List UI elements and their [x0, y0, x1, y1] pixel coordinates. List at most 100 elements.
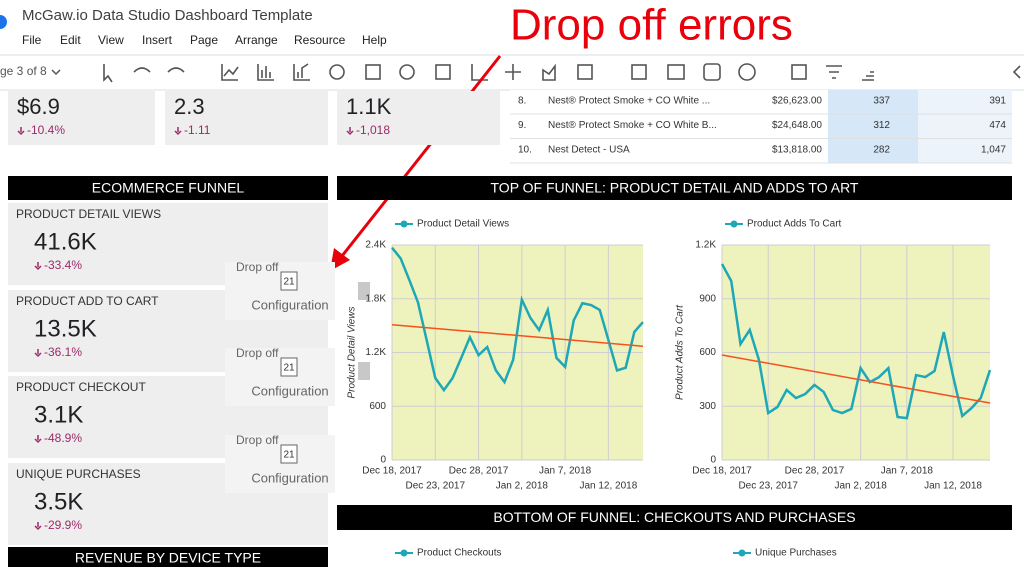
- scorecard-change: -1.11: [184, 123, 211, 137]
- line-chart: 0 600 1.2K 1.8K 2.4K Dec 18, 2017 Dec 23, 2017…: [347, 219, 644, 492]
- collapse-panel[interactable]: [1012, 65, 1021, 79]
- table-cell: 10.: [518, 145, 532, 156]
- x-tick-label: Dec 18, 2017: [362, 466, 422, 477]
- menu-item[interactable]: Help: [362, 33, 387, 47]
- toolbar-icons[interactable]: [103, 63, 1021, 83]
- scorecard: [337, 91, 500, 145]
- dropoff-label: Drop off: [236, 433, 279, 447]
- table-cell: 282: [873, 145, 890, 156]
- app-logo: [0, 15, 7, 29]
- down-arrow: [174, 127, 182, 136]
- trend-line: [721, 354, 991, 404]
- scorecard-value: 2.3: [174, 94, 205, 119]
- select-tool[interactable]: [103, 64, 113, 83]
- filter-tool[interactable]: [826, 65, 842, 79]
- dropoff-widget[interactable]: [225, 435, 335, 493]
- funnel-value: 3.5K: [34, 488, 83, 515]
- scorecard-value: $6.9: [17, 94, 60, 119]
- down-arrow: [34, 349, 42, 358]
- page-dropdown[interactable]: [51, 69, 61, 76]
- y-tick-label: 0: [380, 455, 386, 466]
- x-tick-label: Jan 12, 2018: [579, 481, 637, 492]
- redo[interactable]: [167, 67, 185, 73]
- scrollbar: [358, 362, 370, 380]
- legend-label: Product Adds To Cart: [747, 219, 842, 230]
- time-series[interactable]: [221, 64, 239, 81]
- menu-item[interactable]: View: [98, 33, 124, 47]
- pie-chart[interactable]: [329, 64, 345, 80]
- menu-item[interactable]: Resource: [294, 33, 346, 47]
- funnel-label: UNIQUE PURCHASES: [16, 467, 141, 481]
- pivot-tool[interactable]: [577, 64, 593, 80]
- combo-chart[interactable]: [293, 63, 310, 81]
- funnel-change: -36.1%: [44, 345, 82, 359]
- scorecard: [165, 91, 328, 145]
- x-tick-label: Dec 18, 2017: [692, 466, 752, 477]
- x-tick-label: Dec 28, 2017: [449, 466, 509, 477]
- y-tick-label: 1.2K: [695, 240, 716, 251]
- funnel-change: -48.9%: [44, 431, 82, 445]
- dropoff-widget[interactable]: [225, 348, 335, 406]
- table-cell-bg: [828, 90, 918, 114]
- table-cell: $26,623.00: [772, 96, 822, 107]
- table-cell: 474: [989, 120, 1006, 131]
- rectangle-tool[interactable]: [703, 63, 721, 81]
- line-chart: 0 300 600 900 1.2K Dec 18, 2017 Dec 23, 2017 De…: [675, 219, 992, 492]
- table-cell: 1,047: [981, 145, 1006, 156]
- dropoff-label: Drop off: [236, 260, 279, 274]
- annotation-arrow: [340, 55, 502, 257]
- table-cell: Nest Detect - USA: [548, 145, 630, 156]
- legend-swatch: [400, 220, 408, 228]
- trend-line: [391, 323, 644, 347]
- y-tick-label: 1.2K: [365, 347, 386, 358]
- menu-item[interactable]: Insert: [142, 33, 173, 47]
- scorecard: [8, 91, 155, 145]
- section-title: TOP OF FUNNEL: PRODUCT DETAIL AND ADDS T…: [491, 180, 859, 196]
- menu-item[interactable]: Edit: [60, 33, 81, 47]
- dropoff-label: Drop off: [236, 346, 279, 360]
- y-axis-label: Product Adds To Cart: [675, 304, 686, 400]
- table-cell: 391: [989, 96, 1006, 107]
- dropoff-config: Configuration: [251, 383, 328, 398]
- x-tick-label: Jan 2, 2018: [834, 481, 887, 492]
- menu-item[interactable]: Page: [190, 33, 218, 47]
- undo[interactable]: [133, 67, 151, 73]
- table-cell: 8.: [518, 96, 526, 107]
- dropoff-icon-text: 21: [283, 363, 295, 374]
- section-header: [337, 176, 1012, 200]
- image-tool[interactable]: [667, 64, 685, 80]
- scorecard-value: 1.1K: [346, 94, 392, 119]
- scorecard-change: -1,018: [356, 123, 390, 137]
- section-title: ECOMMERCE FUNNEL: [92, 180, 245, 196]
- table-cell: 337: [873, 96, 890, 107]
- legend-swatch: [730, 220, 738, 228]
- circle-tool[interactable]: [738, 63, 756, 81]
- dropoff-widget[interactable]: [225, 262, 335, 320]
- y-tick-label: 300: [699, 401, 716, 412]
- menu-item[interactable]: Arrange: [235, 33, 278, 47]
- text-tool[interactable]: [631, 64, 647, 80]
- y-tick-label: 0: [710, 455, 716, 466]
- data-control-tool[interactable]: [862, 71, 874, 81]
- funnel-value: 41.6K: [34, 228, 97, 255]
- bullet-tool[interactable]: [505, 64, 521, 80]
- menu-item[interactable]: File: [22, 33, 42, 47]
- date-range-tool[interactable]: [791, 64, 807, 80]
- x-tick-label: Dec 23, 2017: [406, 481, 466, 492]
- bar-chart[interactable]: [257, 64, 274, 81]
- table-tool[interactable]: [365, 64, 381, 80]
- x-tick-label: Dec 28, 2017: [785, 466, 845, 477]
- scorecard-tool[interactable]: [435, 64, 451, 80]
- y-tick-label: 2.4K: [365, 240, 386, 251]
- x-tick-label: Jan 7, 2018: [539, 466, 592, 477]
- funnel-change: -33.4%: [44, 258, 82, 272]
- area-tool[interactable]: [542, 63, 556, 81]
- data-line: [391, 246, 644, 393]
- x-tick-label: Dec 23, 2017: [738, 481, 798, 492]
- section-title: REVENUE BY DEVICE TYPE: [75, 550, 261, 566]
- geo-map[interactable]: [399, 64, 415, 80]
- table-cell: Nest® Protect Smoke + CO White ...: [548, 96, 710, 107]
- funnel-label: PRODUCT CHECKOUT: [16, 380, 146, 394]
- page-indicator: ge 3 of 8: [0, 64, 47, 78]
